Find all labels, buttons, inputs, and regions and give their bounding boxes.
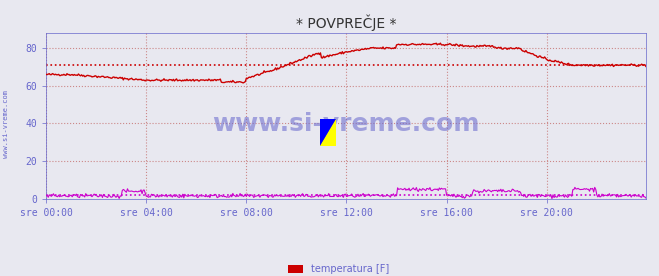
Polygon shape bbox=[320, 119, 336, 146]
Polygon shape bbox=[320, 119, 336, 146]
Text: www.si-vreme.com: www.si-vreme.com bbox=[212, 112, 480, 136]
Polygon shape bbox=[320, 119, 336, 146]
Title: * POVPREČJE *: * POVPREČJE * bbox=[296, 14, 396, 31]
Legend: temperatura [F], hitrost vetra [mph]: temperatura [F], hitrost vetra [mph] bbox=[284, 261, 408, 276]
Text: www.si-vreme.com: www.si-vreme.com bbox=[3, 90, 9, 158]
